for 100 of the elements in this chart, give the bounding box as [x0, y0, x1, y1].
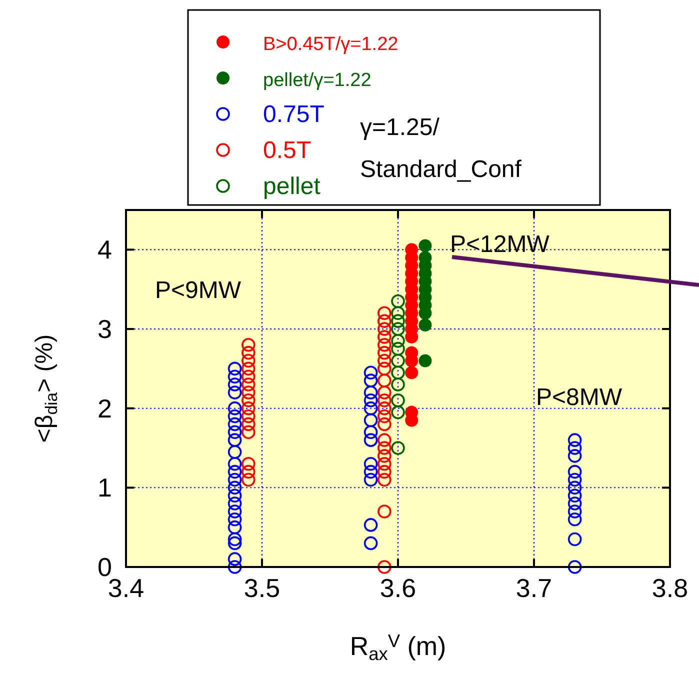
point [568, 560, 582, 574]
y-tick-label: 4 [98, 234, 112, 265]
point [391, 378, 405, 392]
point [228, 362, 242, 376]
point [391, 342, 405, 356]
point [364, 425, 378, 440]
point [378, 504, 392, 518]
point [378, 449, 392, 463]
point [364, 464, 378, 479]
x-tick-label: 3.6 [380, 573, 416, 603]
point [568, 532, 582, 546]
point [228, 417, 242, 432]
point [418, 318, 432, 332]
point [364, 374, 378, 388]
point [378, 330, 392, 344]
point [228, 425, 242, 440]
point [364, 386, 378, 400]
point [568, 480, 582, 495]
point [378, 346, 392, 360]
point [364, 401, 378, 416]
text: γ=1.25/ [360, 114, 440, 141]
point [364, 413, 378, 428]
x-tick-label: 3.7 [516, 573, 552, 603]
point [242, 456, 256, 471]
point [228, 401, 242, 416]
point [228, 496, 242, 510]
point [364, 366, 378, 380]
point [228, 480, 242, 495]
point [391, 314, 405, 328]
point [378, 560, 392, 574]
point [228, 504, 242, 518]
point [228, 409, 242, 424]
point [378, 374, 392, 388]
point [568, 449, 582, 463]
point [378, 417, 392, 432]
point [242, 378, 256, 392]
point [228, 433, 242, 447]
point [391, 354, 405, 368]
legend-label: 0.5T [263, 137, 312, 164]
point [568, 441, 582, 455]
point [228, 560, 242, 574]
legend-label: pellet/γ=1.22 [263, 70, 372, 91]
point [364, 472, 378, 487]
point [228, 445, 242, 459]
point [378, 306, 392, 320]
point [242, 425, 256, 440]
point [242, 417, 256, 432]
point [378, 433, 392, 447]
y-tick-label: 2 [98, 393, 112, 424]
point [378, 338, 392, 352]
y-tick-label: 3 [98, 314, 112, 344]
point [242, 338, 256, 352]
point [391, 306, 405, 320]
point [228, 464, 242, 479]
point [228, 378, 242, 392]
point [228, 472, 242, 487]
point [242, 401, 256, 416]
point [418, 354, 432, 368]
point [364, 456, 378, 471]
point [364, 433, 378, 447]
annotation: P<9MW [155, 277, 242, 304]
point [228, 532, 242, 546]
annotation: P<8MW [536, 384, 622, 411]
point [568, 488, 582, 502]
point [228, 552, 242, 566]
point [242, 370, 256, 384]
point [378, 456, 392, 471]
point [568, 472, 582, 487]
legend-label: B>0.45T/γ=1.22 [263, 34, 398, 55]
point [378, 322, 392, 336]
annotation: P<12MW [450, 231, 550, 258]
point [242, 386, 256, 400]
point [378, 386, 392, 400]
point [228, 488, 242, 502]
point [378, 314, 392, 328]
point [568, 496, 582, 510]
point [378, 464, 392, 479]
legend-label: 0.75T [263, 101, 325, 128]
x-tick-label: 3.8 [652, 573, 688, 603]
point [378, 394, 392, 408]
point [391, 294, 405, 308]
point [242, 409, 256, 424]
legend-label: pellet [263, 173, 321, 200]
point [378, 401, 392, 416]
point [228, 386, 242, 400]
point [364, 518, 378, 532]
point [378, 362, 392, 376]
point [242, 394, 256, 408]
text: Standard_Conf [360, 156, 522, 183]
point [568, 512, 582, 526]
point [242, 346, 256, 360]
point [391, 322, 405, 336]
x-tick-label: 3.5 [244, 573, 280, 603]
point [242, 472, 256, 487]
point [228, 370, 242, 384]
point [391, 441, 405, 455]
point [568, 433, 582, 447]
point [418, 239, 432, 252]
point [568, 464, 582, 479]
point [391, 334, 405, 348]
